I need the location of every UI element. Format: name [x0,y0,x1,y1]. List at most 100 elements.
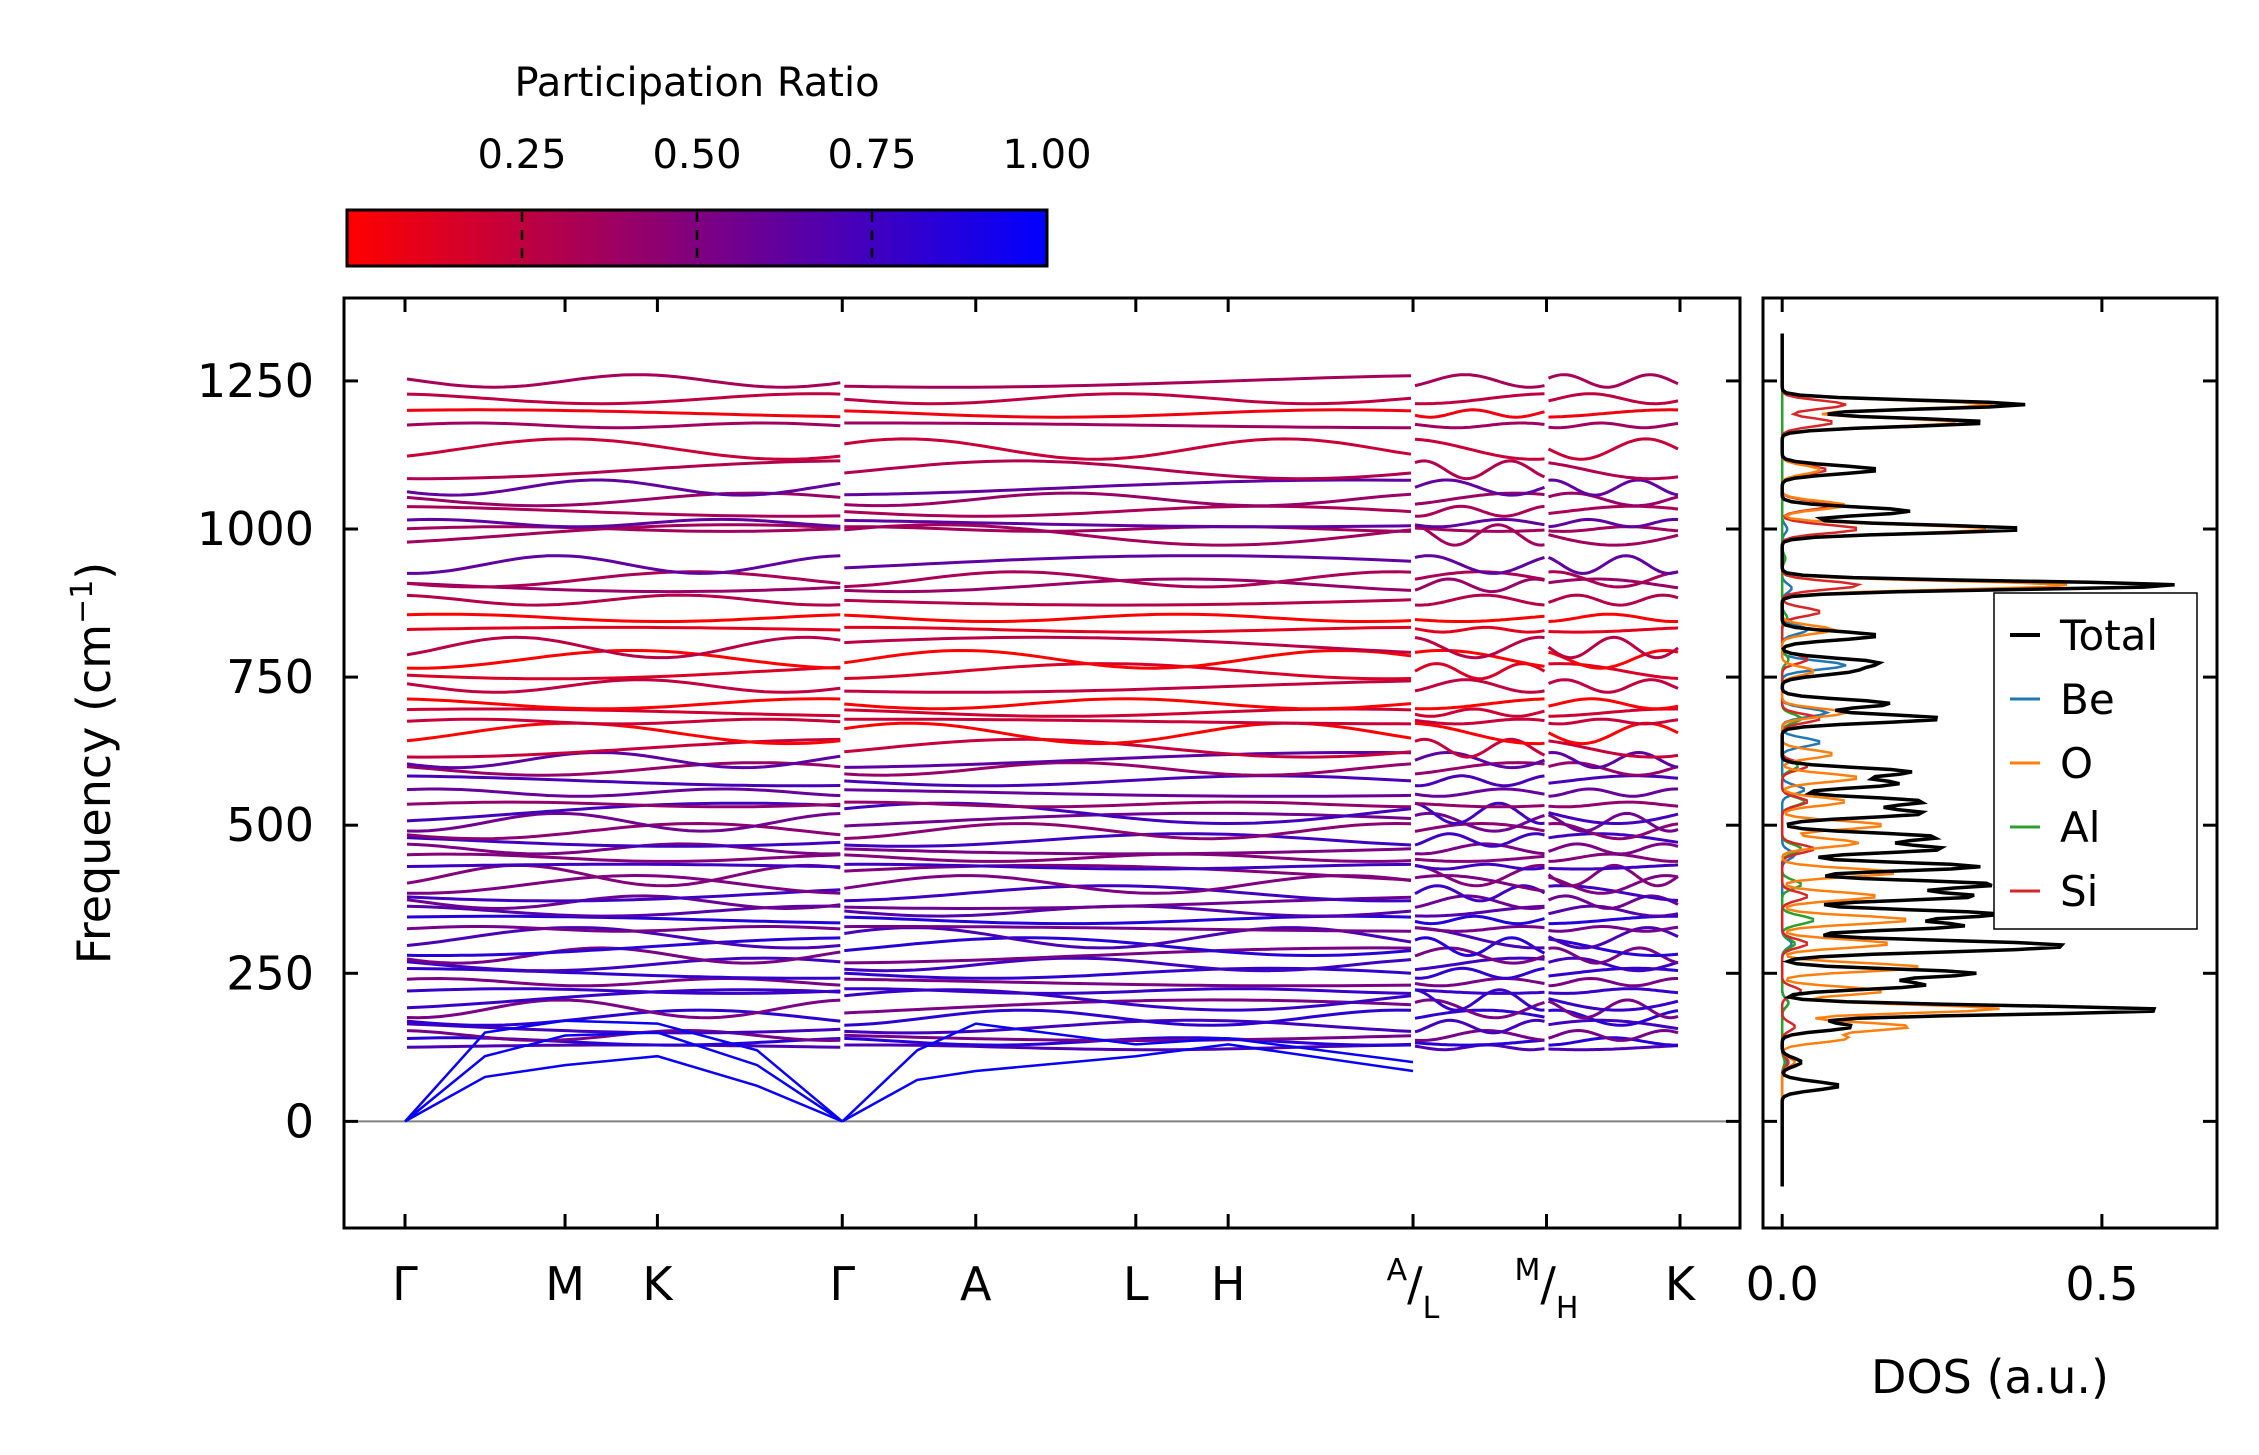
phonon-band [1414,554,1545,575]
phonon-band [1548,478,1679,497]
phonon-band [1414,649,1545,668]
phonon-band [844,679,1412,694]
phonon-band [1548,1018,1679,1031]
phonon-band [844,821,1412,841]
phonon-band [844,598,1412,607]
phonon-band [406,821,841,841]
phonon-band [1548,956,1679,973]
phonon-band [1414,914,1545,926]
phonon-band [844,800,1412,809]
phonon-band [406,842,841,856]
phonon-band [406,998,841,1020]
phonon-band [1548,504,1679,515]
phonon-band [844,926,1412,950]
dos-panel: 0.0 0.5 DOS (a.u.) Total Be O Al Si [1746,296,2219,1404]
phonon-band [844,635,1412,654]
legend-label: Total [2059,611,2158,660]
phonon-band [406,787,841,798]
phonon-band [406,721,841,746]
phonon-band [1414,946,1546,965]
phonon-band [844,392,1412,406]
phonon-band [1414,894,1545,911]
phonon-band [406,373,841,389]
phonon-band [406,478,841,497]
phonon-band [844,459,1412,481]
x-tick-label-sep: / [1407,1257,1423,1311]
band-lines [344,373,1740,1123]
phonon-band [1548,987,1679,995]
phonon-band [406,707,841,718]
phonon-band [1414,504,1545,518]
phonon-band [1548,626,1679,634]
phonon-band [844,811,1412,828]
phonon-band [406,894,841,911]
phonon-band [406,774,841,788]
phonon-band [1414,707,1545,718]
colorbar-tick-label: 0.25 [477,132,566,178]
colorbar-tick-label: 0.50 [652,132,741,178]
phonon-band [844,847,1412,856]
x-tick-label: L [1123,1257,1149,1311]
phonon-band [844,977,1412,988]
phonon-band [406,925,841,933]
phonon-band [406,437,841,461]
phonon-band [406,505,841,518]
phonon-band [406,976,841,988]
phonon-band [1548,946,1679,965]
phonon-band [1414,392,1545,406]
phonon-band [844,721,1412,746]
phonon-band [1414,1018,1545,1035]
phonon-band [844,717,1412,726]
phonon-band [1547,894,1679,910]
phonon-band [1414,873,1545,893]
phonon-band [406,801,841,823]
phonon-band [406,678,841,694]
y-axis-title: Frequency (cm−1) [65,562,121,965]
phonon-band [406,750,841,770]
x-tick-label-sup: M [1515,1253,1541,1288]
phonon-band [1547,373,1679,389]
phonon-band [844,832,1412,848]
phonon-band [1547,554,1679,575]
dos-plot-frame [1761,296,2219,1230]
phonon-band [1414,373,1545,389]
phonon-band [1548,739,1679,759]
phonon-band [1414,936,1546,958]
phonon-band [844,1033,1412,1042]
phonon-band [406,593,841,607]
phonon-band [406,852,841,863]
phonon-band [844,570,1412,589]
phonon-band [844,525,1412,533]
phonon-band [407,554,841,575]
x-tick-label-sup: A [1387,1253,1408,1288]
phonon-band [844,518,1412,529]
phonon-band [406,697,841,711]
phonon-band [1414,988,1545,1012]
phonon-band [406,936,841,957]
phonon-band [1547,811,1679,833]
phonon-band [406,635,841,660]
x-tick-label: K [642,1257,674,1311]
phonon-band [844,437,1412,461]
phonon-band [1548,717,1679,726]
y-axis-title-sup: −1 [65,580,100,624]
phonon-band [1414,408,1545,419]
phonon-band [1548,517,1679,529]
phonon-band [1414,421,1545,430]
x-tick-label: M/H [1515,1253,1579,1326]
phonon-band [844,697,1412,711]
legend-box [1993,592,2198,930]
phonon-band [1414,801,1545,826]
phonon-band [406,914,841,925]
phonon-band [844,374,1412,389]
phonon-band [1548,863,1679,871]
phonon-band [406,862,841,869]
phonon-band [1414,459,1546,481]
dos-legend: Total Be O Al Si [1993,592,2198,930]
phonon-band [1548,612,1678,623]
colorbar-tick-label: 1.00 [1002,132,1091,178]
phonon-band [1414,717,1545,726]
phonon-band [1414,956,1545,972]
